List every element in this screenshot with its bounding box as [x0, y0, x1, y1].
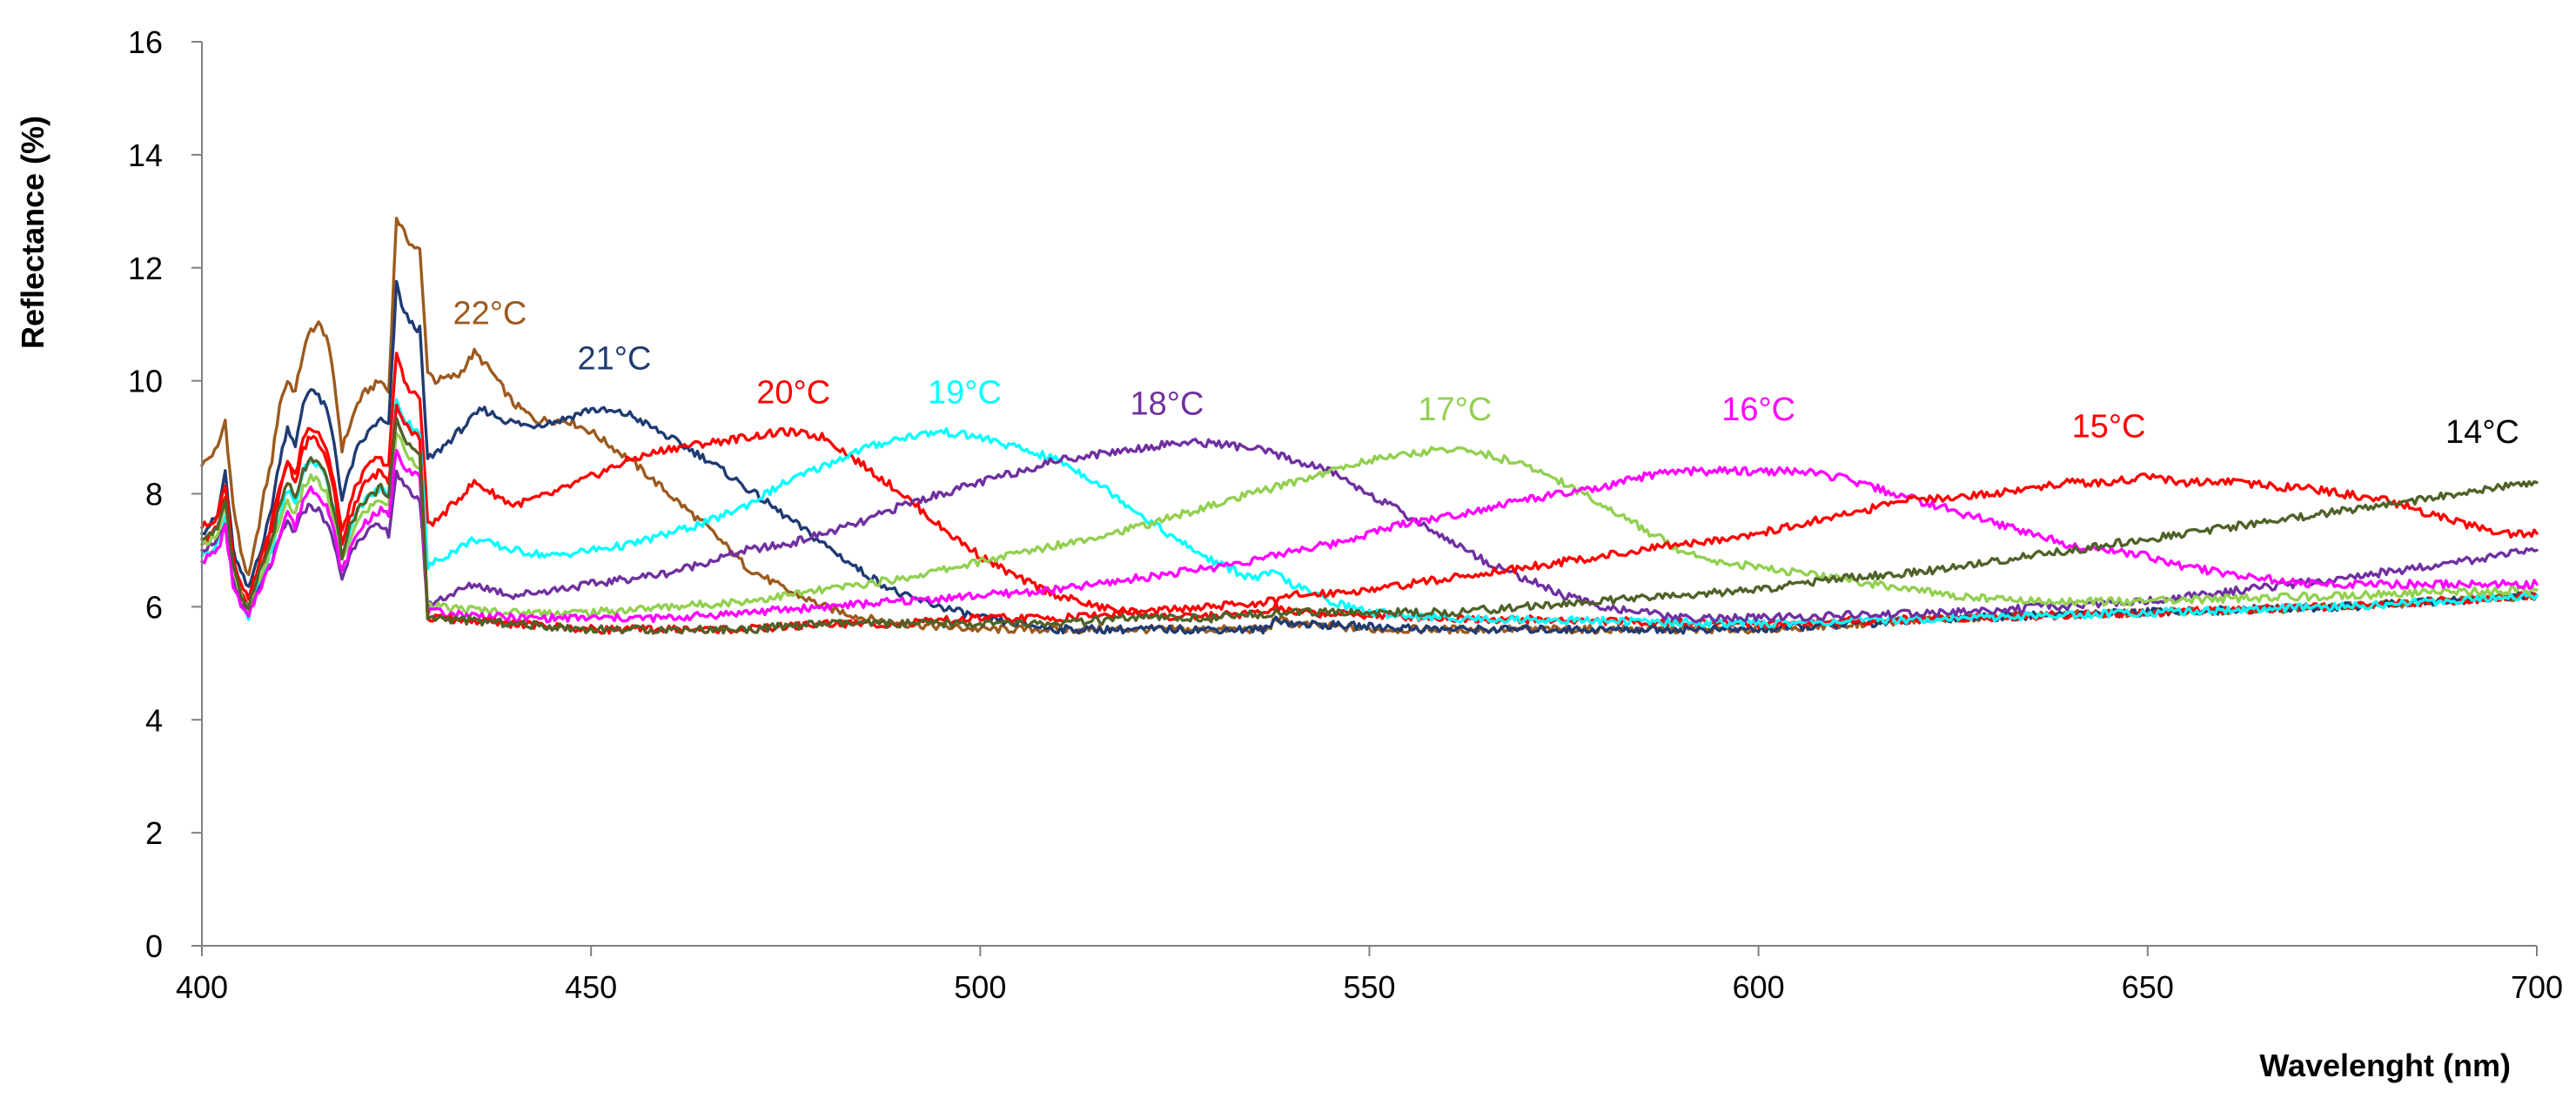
series-label-14c: 14°C: [2445, 414, 2519, 451]
y-tick-label: 6: [145, 589, 163, 625]
x-tick-label: 700: [2511, 969, 2563, 1005]
series-label-22c: 22°C: [453, 296, 527, 332]
series-label-21c: 21°C: [578, 341, 652, 378]
series-line-21c: [200, 279, 2539, 635]
x-axis-title: Wavelenght (nm): [2259, 1048, 2511, 1083]
y-tick-label: 2: [145, 815, 163, 851]
axes-layer: 0 2 4 6 8 10 12 14 16 400 450 500 550 600 650 700: [128, 24, 2563, 1005]
y-tick-label: 4: [145, 702, 163, 738]
series-label-17c: 17°C: [1418, 392, 1492, 428]
series-line-18c: [200, 438, 2539, 624]
series-layer: [200, 217, 2539, 635]
x-tick-label: 400: [176, 969, 228, 1005]
y-tick-label: 16: [128, 24, 163, 60]
x-tick-label: 550: [1343, 969, 1395, 1005]
series-label-20c: 20°C: [756, 375, 830, 412]
y-tick-label: 12: [128, 251, 163, 286]
series-label-16c: 16°C: [1721, 392, 1795, 428]
series-label-18c: 18°C: [1130, 386, 1204, 423]
x-tick-label: 450: [565, 969, 617, 1005]
series-line-19c: [200, 398, 2539, 629]
series-line-15c: [200, 403, 2539, 635]
x-tick-label: 600: [1733, 969, 1785, 1005]
y-tick-label: 8: [145, 477, 163, 512]
y-tick-label: 0: [145, 928, 163, 964]
x-tick-label: 650: [2122, 969, 2174, 1005]
y-axis-title: Reflectance (%): [15, 116, 50, 349]
y-tick-label: 14: [128, 137, 163, 173]
series-line-16c: [200, 448, 2539, 624]
labels-layer: 22°C 21°C 20°C 19°C 18°C 17°C 16°C 15°C 14°C: [453, 296, 2519, 451]
series-label-19c: 19°C: [928, 375, 1002, 412]
series-line-20c: [200, 352, 2539, 629]
series-label-15c: 15°C: [2072, 409, 2146, 445]
series-line-14c: [200, 416, 2539, 635]
y-tick-label: 10: [128, 364, 163, 399]
x-tick-label: 500: [954, 969, 1006, 1005]
